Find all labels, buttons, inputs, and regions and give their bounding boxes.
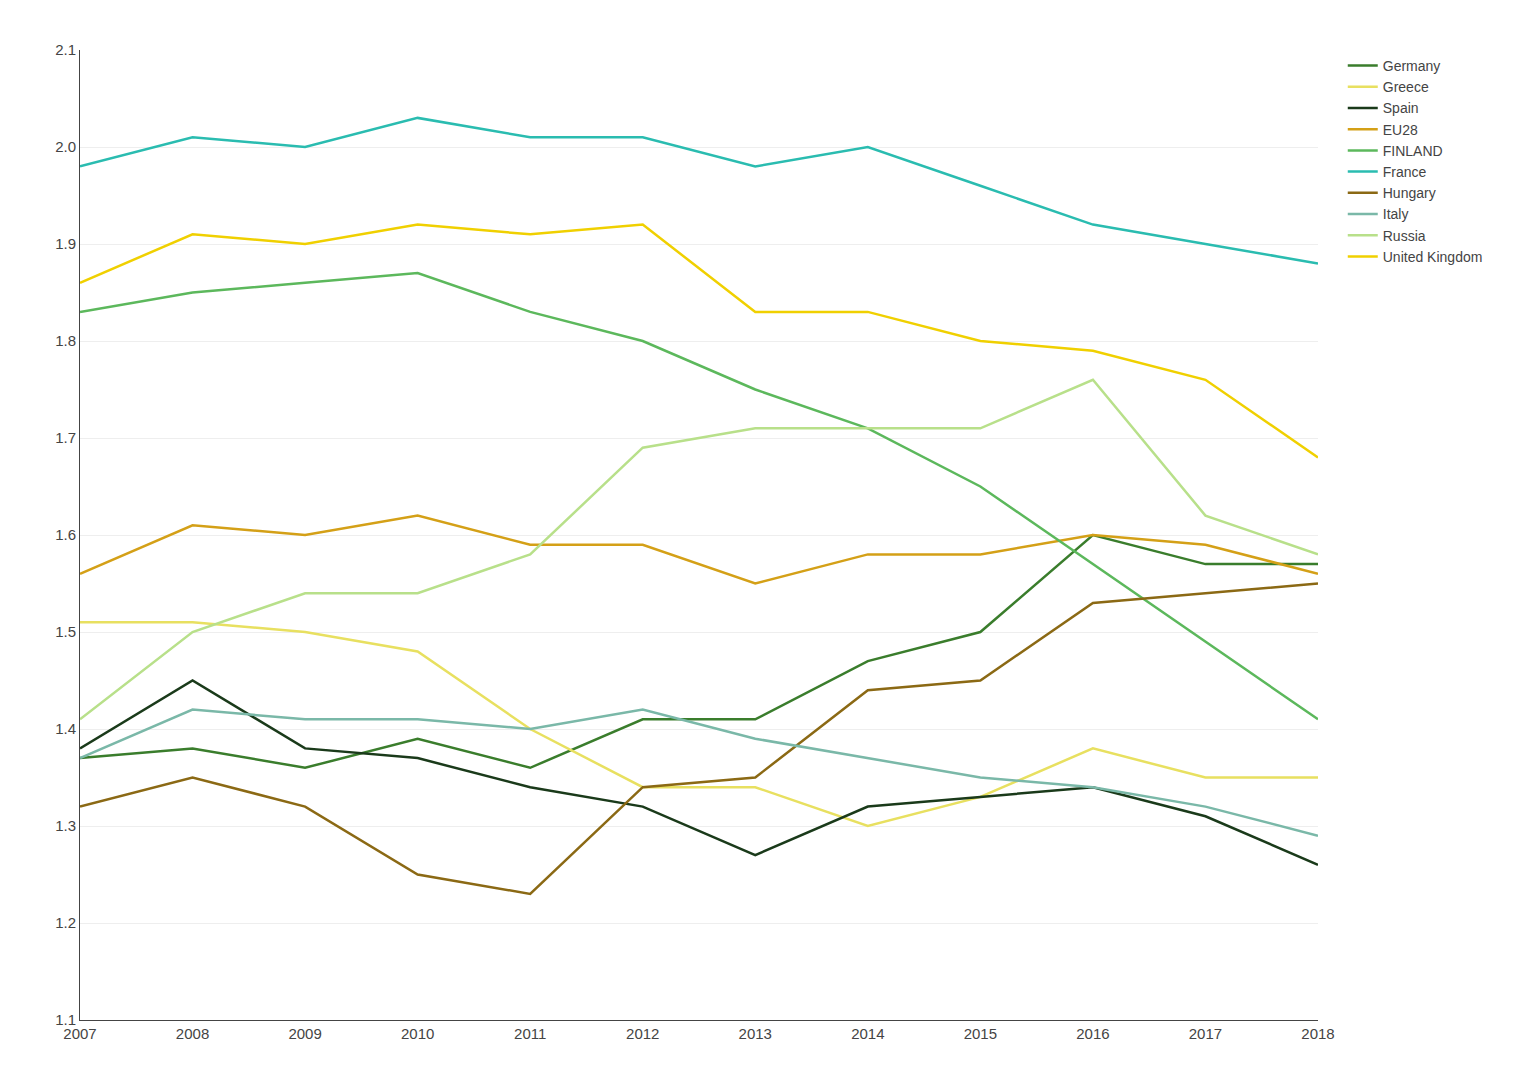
- svg-text:1.8: 1.8: [55, 332, 76, 349]
- svg-text:2010: 2010: [401, 1025, 434, 1042]
- svg-text:2013: 2013: [739, 1025, 772, 1042]
- svg-text:2017: 2017: [1189, 1025, 1222, 1042]
- svg-text:2018: 2018: [1301, 1025, 1334, 1042]
- svg-text:2007: 2007: [63, 1025, 96, 1042]
- svg-text:2012: 2012: [626, 1025, 659, 1042]
- svg-text:1.4: 1.4: [55, 720, 76, 737]
- svg-text:EU28: EU28: [1383, 122, 1418, 138]
- svg-text:2011: 2011: [514, 1025, 546, 1042]
- svg-text:FINLAND: FINLAND: [1383, 143, 1443, 159]
- svg-text:Germany: Germany: [1383, 58, 1441, 74]
- svg-text:1.9: 1.9: [55, 235, 76, 252]
- svg-text:2008: 2008: [176, 1025, 209, 1042]
- svg-text:Spain: Spain: [1383, 100, 1419, 116]
- svg-text:2009: 2009: [288, 1025, 321, 1042]
- svg-text:2.0: 2.0: [55, 138, 76, 155]
- svg-text:2015: 2015: [964, 1025, 997, 1042]
- svg-text:1.2: 1.2: [55, 914, 76, 931]
- svg-text:Italy: Italy: [1383, 206, 1409, 222]
- svg-text:United Kingdom: United Kingdom: [1383, 249, 1483, 265]
- svg-text:Greece: Greece: [1383, 79, 1429, 95]
- svg-text:1.5: 1.5: [55, 623, 76, 640]
- svg-text:1.1: 1.1: [55, 1011, 76, 1028]
- svg-text:1.7: 1.7: [55, 429, 76, 446]
- svg-text:1.6: 1.6: [55, 526, 76, 543]
- svg-text:2.1: 2.1: [55, 41, 76, 58]
- svg-text:France: France: [1383, 164, 1427, 180]
- svg-text:Hungary: Hungary: [1383, 185, 1436, 201]
- svg-text:1.3: 1.3: [55, 817, 76, 834]
- svg-text:2014: 2014: [851, 1025, 884, 1042]
- svg-text:Russia: Russia: [1383, 228, 1426, 244]
- svg-text:2016: 2016: [1076, 1025, 1109, 1042]
